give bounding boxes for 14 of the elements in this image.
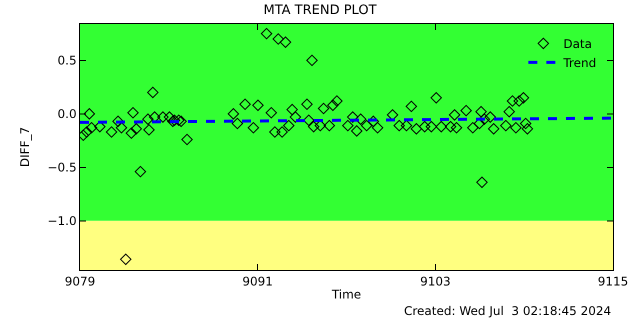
x-tick-label: 9091 xyxy=(242,274,273,288)
x-tick-label: 9115 xyxy=(598,274,628,288)
x-axis-title: Time xyxy=(330,287,362,302)
x-tick-label: 9103 xyxy=(420,274,451,288)
y-tick-label: −1.0 xyxy=(47,214,77,228)
y-tick-label: 0.0 xyxy=(58,107,77,122)
chart-title: MTA TREND PLOT xyxy=(263,2,377,18)
y-axis-title: DIFF_7 xyxy=(18,126,32,168)
legend-label: Trend xyxy=(562,56,596,70)
y-tick-label: 0.5 xyxy=(58,54,77,68)
text: Created: Wed Jul 3 02:18:45 2024 xyxy=(404,304,612,318)
x-tick-label: 9079 xyxy=(64,274,96,288)
legend-label: Data xyxy=(563,37,592,52)
y-tick-label: −0.5 xyxy=(47,160,77,175)
